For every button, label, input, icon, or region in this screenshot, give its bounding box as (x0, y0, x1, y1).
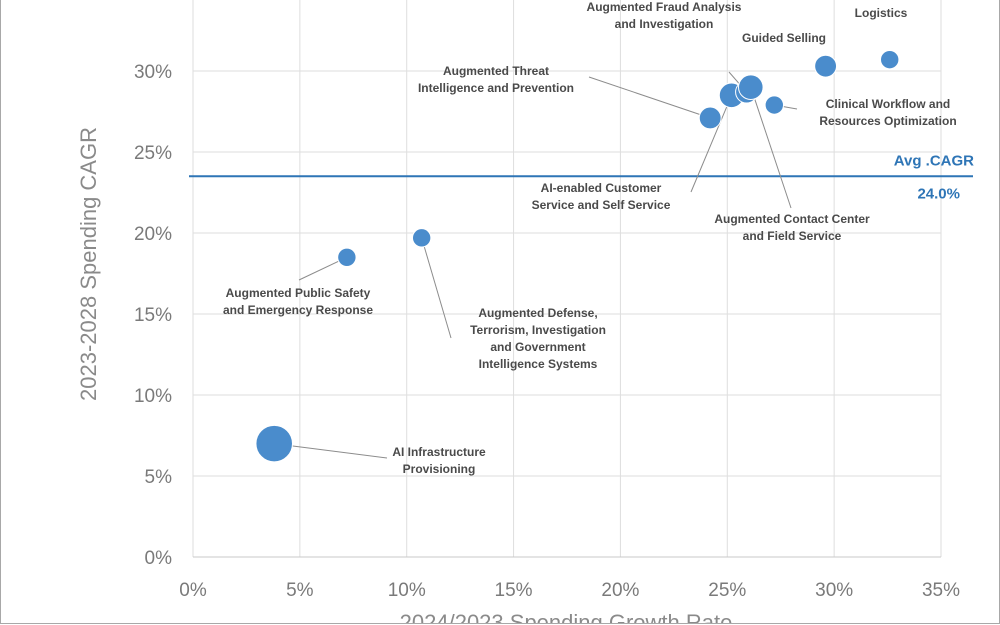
point-label-line: and Government (490, 340, 585, 354)
x-tick-labels: 0% 5% 10% 15% 20% 25% 30% 35% (179, 580, 960, 601)
y-tick-label: 10% (134, 386, 172, 407)
x-tick-label: 5% (286, 580, 314, 601)
point-labels: AI Infrastructure Provisioning Augmented P… (223, 0, 957, 476)
point-label-line: Resources Optimization (819, 114, 956, 128)
point-label-line: AI Infrastructure (392, 445, 486, 459)
leader-line (750, 87, 792, 209)
point-label-line: Intelligence and Prevention (418, 81, 574, 95)
point-label-line: and Field Service (743, 229, 842, 243)
x-axis-title: 2024/2023 Spending Growth Rate (400, 610, 733, 623)
point-label: AI Infrastructure Provisioning (392, 445, 486, 476)
data-point (880, 49, 900, 70)
point-label: Augmented Contact Center and Field Servic… (714, 212, 870, 243)
data-point (411, 228, 432, 248)
average-cagr-label: Avg .CAGR (894, 152, 974, 169)
data-points (255, 49, 900, 463)
point-label-line: Service and Self Service (532, 198, 671, 212)
y-tick-label: 30% (134, 62, 172, 83)
point-label: Augmented Fraud Analysis and Investigatio… (587, 0, 742, 31)
x-tick-label: 10% (388, 580, 426, 601)
point-label-line: Intelligence Systems (479, 357, 598, 371)
y-tick-label: 25% (134, 143, 172, 164)
y-tick-labels: 0% 5% 10% 15% 20% 25% 30% (134, 62, 172, 569)
data-point (738, 74, 764, 100)
x-tick-label: 35% (922, 580, 960, 601)
leader-line (690, 95, 733, 193)
point-label-line: AI-enabled Customer (541, 181, 662, 195)
data-point (698, 106, 722, 130)
x-tick-label: 30% (815, 580, 853, 601)
x-tick-label: 15% (495, 580, 533, 601)
point-label-line: Guided Selling (742, 31, 826, 45)
point-label: Logistics (855, 6, 908, 20)
point-label-line: Provisioning (403, 462, 476, 476)
data-point (814, 54, 838, 78)
leader-line (588, 76, 711, 119)
average-cagr-line-group: Avg .CAGR 24.0% (189, 152, 974, 202)
point-label-line: Augmented Defense, (478, 306, 597, 320)
x-tick-label: 0% (179, 580, 207, 601)
y-tick-label: 0% (145, 548, 173, 569)
point-label-line: Logistics (855, 6, 908, 20)
point-label-line: Augmented Threat (443, 64, 549, 78)
average-cagr-value: 24.0% (917, 185, 960, 202)
point-label-line: and Investigation (615, 17, 714, 31)
point-label-line: Augmented Contact Center (714, 212, 870, 226)
point-label: Guided Selling (742, 31, 826, 45)
y-tick-label: 15% (134, 305, 172, 326)
y-tick-label: 5% (145, 467, 173, 488)
data-point (255, 424, 293, 463)
x-tick-label: 20% (601, 580, 639, 601)
point-label: Augmented Public Safety and Emergency Res… (223, 286, 373, 317)
point-label: AI-enabled Customer Service and Self Serv… (532, 181, 671, 212)
data-point (764, 95, 785, 115)
point-label: Augmented Threat Intelligence and Prevent… (418, 64, 574, 95)
point-label-line: Augmented Public Safety (226, 286, 371, 300)
x-tick-label: 25% (708, 580, 746, 601)
point-label-line: Augmented Fraud Analysis (587, 0, 742, 14)
leader-line (274, 443, 388, 459)
leader-line (421, 237, 452, 339)
point-label: Augmented Defense, Terrorism, Investigati… (470, 306, 606, 371)
point-label-line: Clinical Workflow and (826, 97, 950, 111)
point-label: Clinical Workflow and Resources Optimizat… (819, 97, 956, 128)
y-axis-title: 2023-2028 Spending CAGR (76, 127, 101, 401)
point-label-line: Terrorism, Investigation (470, 323, 606, 337)
data-point (337, 247, 357, 267)
y-tick-label: 20% (134, 224, 172, 245)
point-label-line: and Emergency Response (223, 303, 373, 317)
